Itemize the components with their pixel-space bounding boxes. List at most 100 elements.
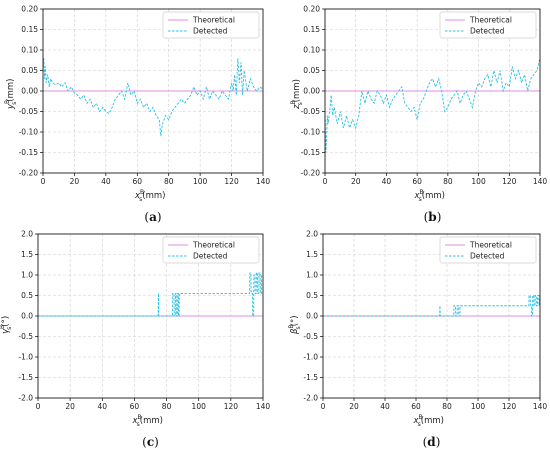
y-axis-label-group: βBs(°) bbox=[288, 315, 302, 335]
y-tick-label: -0.5 bbox=[18, 332, 33, 341]
x-axis-label: xB s(mm) bbox=[414, 189, 446, 203]
legend-label: Detected bbox=[470, 252, 505, 261]
legend-box bbox=[162, 236, 260, 264]
y-tick-label: -0.10 bbox=[301, 128, 321, 137]
x-tick-label: 0 bbox=[323, 177, 328, 186]
y-axis-label: yBs(mm) bbox=[4, 79, 18, 111]
x-axis-label: xB s(mm) bbox=[413, 414, 445, 428]
panel-caption: (a) bbox=[144, 210, 161, 224]
legend: Theoretical Detected bbox=[162, 236, 260, 264]
legend-label: Detected bbox=[470, 27, 505, 36]
y-tick-label: -0.10 bbox=[19, 128, 39, 137]
y-axis-label-group: γBs(°) bbox=[0, 316, 13, 334]
x-tick-label: 20 bbox=[349, 402, 359, 411]
x-tick-label: 140 bbox=[256, 402, 271, 411]
y-tick-label: -2.0 bbox=[18, 394, 33, 403]
y-tick-label: 0.15 bbox=[21, 25, 38, 34]
x-tick-label: 100 bbox=[471, 402, 486, 411]
x-tick-label: 60 bbox=[412, 177, 422, 186]
legend: Theoretical Detected bbox=[439, 11, 537, 39]
y-tick-label: -1.0 bbox=[303, 353, 318, 362]
y-axis-label-group: zBs(mm) bbox=[290, 79, 304, 110]
y-tick-label: 0.20 bbox=[21, 5, 38, 14]
x-tick-label: 40 bbox=[380, 402, 390, 411]
y-tick-label: -0.20 bbox=[19, 169, 39, 178]
x-tick-label: 20 bbox=[70, 177, 80, 186]
legend: Theoretical Detected bbox=[439, 236, 537, 264]
x-axis-label: xB s(mm) bbox=[134, 189, 166, 203]
x-axis-label: xB s(mm) bbox=[132, 414, 164, 428]
y-tick-label: -0.20 bbox=[301, 169, 321, 178]
panel-caption: (d) bbox=[423, 435, 441, 449]
x-tick-label: 80 bbox=[443, 177, 453, 186]
y-tick-label: 0.10 bbox=[21, 46, 38, 55]
series-line-detected bbox=[323, 295, 541, 317]
x-tick-label: 0 bbox=[41, 177, 46, 186]
chart-panel-1: 0 20 40 60 80 100 120 140 -0.20 -0.15 -0.10 -0.05 0.… bbox=[4, 5, 270, 224]
y-tick-label: 0.05 bbox=[21, 66, 38, 75]
legend-label: Theoretical bbox=[469, 16, 512, 25]
x-tick-label: 140 bbox=[256, 177, 271, 186]
y-tick-label: -1.5 bbox=[18, 373, 33, 382]
y-tick-label: -1.5 bbox=[303, 373, 318, 382]
x-tick-label: 60 bbox=[411, 402, 421, 411]
x-tick-label: 100 bbox=[471, 177, 486, 186]
x-tick-label: 120 bbox=[224, 177, 239, 186]
y-tick-label: 0.0 bbox=[21, 312, 33, 321]
x-tick-label: 0 bbox=[321, 402, 326, 411]
y-tick-label: 2.0 bbox=[21, 230, 33, 239]
y-tick-label: 0.5 bbox=[306, 291, 318, 300]
y-axis-label: γBs(°) bbox=[0, 316, 13, 334]
legend-box bbox=[439, 11, 537, 39]
chart-panel-2: 0 20 40 60 80 100 120 140 -0.20 -0.15 -0.10 -0.05 0.… bbox=[290, 5, 547, 224]
x-tick-label: 100 bbox=[192, 402, 207, 411]
legend-label: Detected bbox=[193, 252, 228, 261]
x-tick-label: 120 bbox=[502, 177, 517, 186]
chart-panel-4: 0 20 40 60 80 100 120 140 -2.0 -1.5 -1.0 -0.5 0.0 0.5… bbox=[288, 230, 547, 449]
x-tick-label: 60 bbox=[130, 402, 140, 411]
y-tick-label: 0.00 bbox=[303, 87, 320, 96]
legend: Theoretical Detected bbox=[162, 11, 260, 39]
y-tick-label: 0.00 bbox=[21, 87, 38, 96]
legend-box bbox=[162, 11, 260, 39]
y-tick-label: 0.15 bbox=[303, 25, 320, 34]
y-tick-label: 1.0 bbox=[306, 271, 318, 280]
x-tick-label: 100 bbox=[193, 177, 208, 186]
y-tick-label: 0.20 bbox=[303, 5, 320, 14]
x-tick-label: 40 bbox=[98, 402, 108, 411]
x-tick-label: 120 bbox=[502, 402, 517, 411]
y-axis-label: zBs(mm) bbox=[290, 79, 304, 110]
legend-label: Theoretical bbox=[469, 241, 512, 250]
x-tick-label: 20 bbox=[351, 177, 361, 186]
x-tick-label: 80 bbox=[442, 402, 452, 411]
x-tick-label: 140 bbox=[533, 402, 548, 411]
y-tick-label: 0.10 bbox=[303, 46, 320, 55]
y-axis-label-group: yBs(mm) bbox=[4, 79, 18, 111]
series-line-detected bbox=[42, 58, 264, 137]
x-tick-label: 80 bbox=[164, 177, 174, 186]
y-tick-label: 0.0 bbox=[306, 312, 318, 321]
legend-label: Detected bbox=[193, 27, 228, 36]
x-tick-label: 40 bbox=[101, 177, 111, 186]
y-tick-label: -0.05 bbox=[301, 107, 321, 116]
legend-label: Theoretical bbox=[192, 16, 235, 25]
legend-box bbox=[439, 236, 537, 264]
y-tick-label: -0.05 bbox=[19, 107, 39, 116]
x-tick-label: 20 bbox=[65, 402, 75, 411]
y-tick-label: 0.5 bbox=[21, 291, 33, 300]
series-line-detected bbox=[324, 58, 541, 153]
y-tick-label: 1.0 bbox=[21, 271, 33, 280]
y-tick-label: -0.5 bbox=[303, 332, 318, 341]
panel-caption: (c) bbox=[142, 435, 159, 449]
y-tick-label: 0.05 bbox=[303, 66, 320, 75]
y-tick-label: -1.0 bbox=[18, 353, 33, 362]
x-tick-label: 140 bbox=[533, 177, 548, 186]
x-tick-label: 120 bbox=[224, 402, 239, 411]
y-tick-label: 1.5 bbox=[306, 250, 318, 259]
x-tick-label: 80 bbox=[162, 402, 172, 411]
panel-caption: (b) bbox=[424, 210, 442, 224]
y-axis-label: βBs(°) bbox=[288, 315, 302, 335]
series-line-detected bbox=[38, 272, 263, 317]
y-tick-label: 1.5 bbox=[21, 250, 33, 259]
